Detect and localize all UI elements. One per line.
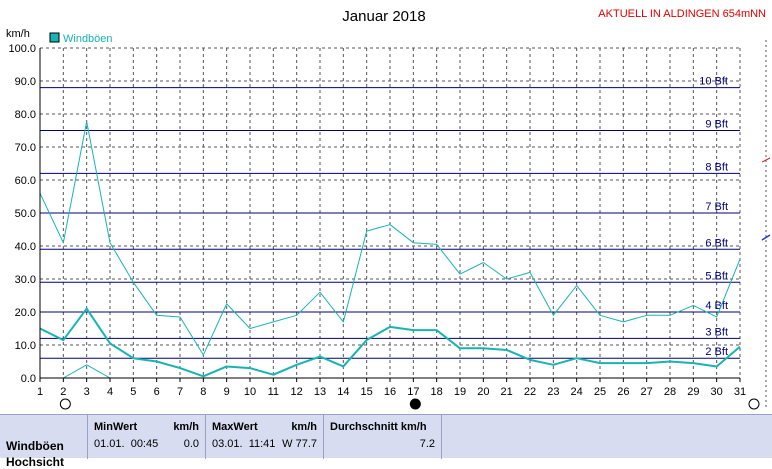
side-panel-marks — [761, 40, 771, 410]
x-tick-label: 14 — [337, 386, 349, 398]
y-tick-label: 80.0 — [15, 109, 36, 121]
x-tick-label: 19 — [454, 386, 466, 398]
location-label: AKTUELL IN ALDINGEN 654mNN — [598, 8, 766, 20]
y-tick-label: 40.0 — [15, 241, 36, 253]
x-tick-label: 7 — [177, 386, 183, 398]
x-tick-label: 8 — [200, 386, 206, 398]
x-tick-label: 29 — [687, 386, 699, 398]
x-tick-label: 15 — [361, 386, 373, 398]
x-tick-label: 2 — [60, 386, 66, 398]
beaufort-label: 2 Bft — [705, 346, 728, 358]
x-tick-label: 18 — [431, 386, 443, 398]
x-tick-label: 6 — [154, 386, 160, 398]
x-tick-label: 17 — [407, 386, 419, 398]
y-tick-label: 90.0 — [15, 76, 36, 88]
x-tick-label: 21 — [501, 386, 513, 398]
beaufort-label: 9 Bft — [705, 119, 728, 131]
y-tick-label: 70.0 — [15, 142, 36, 154]
y-tick-label: 50.0 — [15, 208, 36, 220]
beaufort-label: 5 Bft — [705, 270, 728, 282]
x-tick-label: 16 — [384, 386, 396, 398]
y-tick-label: 100.0 — [8, 43, 36, 55]
moon-full-icon — [59, 398, 71, 410]
x-tick-label: 25 — [594, 386, 606, 398]
stats-label-cell: Windböen Hochsicht — [0, 415, 88, 469]
min-date: 01.01. 00:45 — [94, 438, 159, 450]
max-value: W 77.7 — [282, 438, 317, 450]
beaufort-label: 3 Bft — [705, 326, 728, 338]
x-tick-label: 22 — [524, 386, 536, 398]
x-tick-label: 31 — [734, 386, 746, 398]
avg-value: 7.2 — [419, 438, 435, 450]
series-line-max — [39, 121, 741, 356]
x-tick-label: 30 — [711, 386, 723, 398]
x-tick-label: 26 — [617, 386, 629, 398]
x-tick-label: 10 — [244, 386, 256, 398]
moon-full-icon — [748, 398, 760, 410]
x-tick-label: 9 — [224, 386, 230, 398]
x-tick-label: 28 — [664, 386, 676, 398]
beaufort-label: 7 Bft — [705, 201, 728, 213]
series-group — [39, 121, 741, 379]
max-date: 03.01. 11:41 — [212, 438, 276, 450]
x-tick-label: 20 — [477, 386, 489, 398]
y-tick-label: 30.0 — [15, 274, 36, 286]
stats-row-label: Windböen — [6, 439, 64, 453]
y-tick-label: 20.0 — [15, 307, 36, 319]
beaufort-label: 4 Bft — [705, 300, 728, 312]
x-tick-label: 5 — [130, 386, 136, 398]
y-tick-label: 10.0 — [15, 340, 36, 352]
x-tick-label: 23 — [547, 386, 559, 398]
stats-row-label-2: Hochsicht — [6, 455, 65, 469]
stats-min-cell: MinWert km/h 01.01. 00:45 0.0 — [88, 415, 206, 459]
axes: 0.0 10.0 20.0 30.0 40.0 50.0 60.0 70.0 80.0 90.0 1… — [8, 43, 746, 398]
x-tick-label: 24 — [571, 386, 583, 398]
max-unit: km/h — [291, 421, 317, 433]
legend-label: Windböen — [63, 33, 113, 45]
stats-avg-cell: Durchschnitt km/h 7.2 — [324, 415, 442, 459]
x-tick-label: 11 — [268, 386, 279, 398]
beaufort-label: 6 Bft — [705, 237, 728, 249]
chart-title: Januar 2018 — [342, 8, 425, 25]
x-tick-label: 12 — [291, 386, 303, 398]
beaufort-lines: 2 Bft 3 Bft 4 Bft 5 Bft 6 Bft 7 Bft 8 Bft 9 Bft… — [40, 76, 740, 359]
moon-phases — [59, 398, 760, 410]
x-tick-label: 3 — [84, 386, 90, 398]
min-value: 0.0 — [183, 438, 199, 450]
x-tick-label: 1 — [37, 386, 43, 398]
y-tick-label: 60.0 — [15, 175, 36, 187]
legend-swatch — [49, 32, 60, 43]
x-tick-label: 13 — [314, 386, 326, 398]
stats-max-cell: MaxWert km/h 03.01. 11:41 W 77.7 — [206, 415, 324, 459]
x-tick-label: 27 — [641, 386, 653, 398]
statistics-panel: Windböen Hochsicht MinWert km/h 01.01. 0… — [0, 414, 772, 469]
beaufort-label: 10 Bft — [699, 76, 728, 88]
beaufort-label: 8 Bft — [705, 161, 728, 173]
x-tick-label: 4 — [107, 386, 113, 398]
wind-chart: Januar 2018 AKTUELL IN ALDINGEN 654mNN k… — [6, 8, 766, 410]
y-axis-unit: km/h — [6, 28, 30, 40]
moon-new-icon — [409, 398, 421, 410]
y-tick-label: 0.0 — [21, 373, 36, 385]
series-line-min — [63, 364, 111, 379]
max-header: MaxWert — [212, 421, 258, 433]
series-line-mean — [39, 307, 741, 378]
avg-header: Durchschnitt km/h — [330, 421, 427, 433]
min-unit: km/h — [173, 421, 199, 433]
min-header: MinWert — [94, 421, 138, 433]
